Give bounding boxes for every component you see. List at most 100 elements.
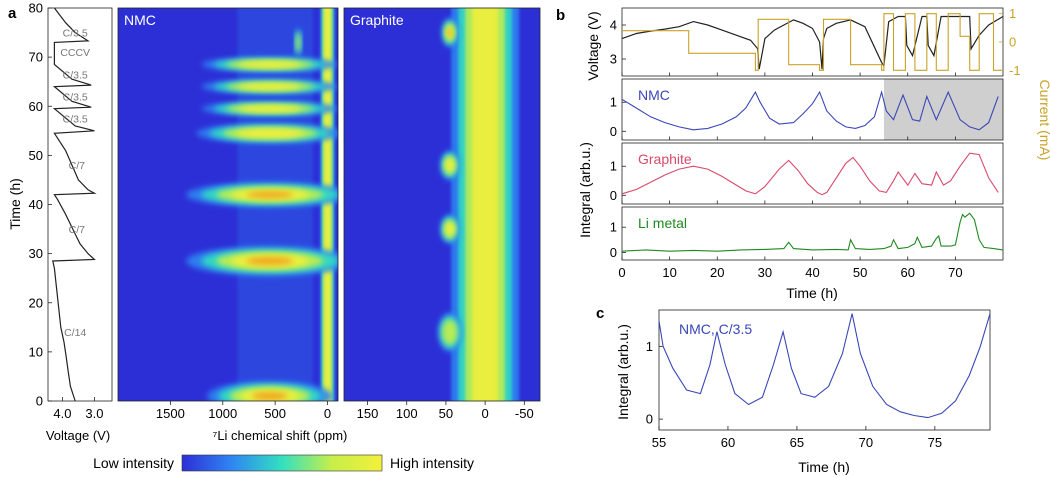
x-tick-label: 60 (901, 265, 915, 280)
y-tick-label: 20 (29, 295, 43, 310)
colorbar-gradient (181, 454, 383, 472)
y-tick-label: 60 (29, 99, 43, 114)
step-label: C/3.5 (63, 69, 88, 81)
voltage-axis-label: Voltage (V) (585, 11, 601, 80)
colorbar-low-label: Low intensity (93, 455, 174, 471)
x-tick-label: -50 (515, 406, 534, 421)
heatmap-blob (445, 222, 455, 236)
y-tick-label: 1 (610, 95, 617, 110)
x-tick-label: 500 (264, 406, 286, 421)
nmc-heatmap: 1500 1000 500 0 NMC (117, 7, 339, 421)
series-label: NMC (638, 87, 670, 103)
y-tick-label: 0 (36, 394, 43, 409)
heatmap-frame (117, 7, 339, 402)
x-tick-label: 1500 (156, 406, 185, 421)
x-tick-label: 0 (618, 265, 625, 280)
x-tick-label: 70 (948, 265, 962, 280)
x-tick-label: 20 (710, 265, 724, 280)
nmc-line (621, 89, 999, 131)
heatmap-blob (238, 105, 302, 113)
voltage-line (621, 15, 1004, 70)
current-line (622, 13, 1003, 71)
heatmap-blob (246, 191, 294, 199)
panel-label-b: b (556, 7, 565, 24)
heatmap-blob (236, 128, 304, 138)
y-tick-label: 30 (29, 246, 43, 261)
y-tick-label: 4 (610, 18, 617, 33)
heatmap-blob (296, 32, 301, 52)
x-axis-label: Time (h) (798, 459, 850, 475)
nmc-zoom-panel: 1 0 55 60 65 70 75 Time (h) Integral (arb.u.) NMC… (615, 309, 991, 475)
graphite-heatmap: 150 100 50 0 -50 Graphite (343, 7, 541, 421)
y-tick-label: 40 (29, 197, 43, 212)
heatmap-title: NMC (124, 12, 156, 28)
current-axis-label: Current (mA) (1037, 80, 1050, 161)
y-tick-label: 3 (610, 52, 617, 67)
graphite-line (621, 152, 999, 196)
heatmap-body (118, 8, 338, 401)
subplot-frame (621, 7, 1004, 77)
y-tick-label-right: 0 (1009, 35, 1016, 50)
step-label: C/7 (69, 224, 86, 236)
heatmap-blob (252, 391, 288, 401)
x-tick-label: 75 (928, 435, 942, 450)
li-metal-line (621, 212, 1004, 252)
y-tick-label: 70 (29, 50, 43, 65)
series-label: Li metal (638, 215, 687, 231)
heatmap-blob (238, 61, 302, 68)
step-label: CCCV (60, 47, 90, 59)
x-tick-label: 10 (662, 265, 676, 280)
y-tick-label: 1 (610, 159, 617, 174)
y-axis-label: Time (h) (7, 178, 23, 230)
x-tick-label: 1000 (208, 406, 237, 421)
colorbar-high-label: High intensity (390, 455, 474, 471)
heatmap-blob (246, 256, 294, 266)
y-tick-label: 1 (646, 339, 653, 354)
colorbar: Low intensity High intensity (93, 454, 474, 472)
step-label: C/14 (64, 327, 86, 339)
heatmap-blob (447, 28, 453, 37)
y-tick-label: 0 (646, 412, 653, 427)
y-axis-label: Integral (arb.u.) (615, 324, 631, 420)
series-label: Graphite (638, 151, 692, 167)
panel-label-a: a (8, 5, 17, 22)
x-tick-label: 55 (652, 435, 666, 450)
x-tick-label: 50 (439, 406, 453, 421)
y-axis-label: Integral (arb.u.) (577, 142, 593, 238)
y-tick-label: 0 (610, 245, 617, 260)
voltage-time-panel: 0 10 20 30 40 50 60 70 80 4.0 3.0 Time (h) Voltage (… (7, 1, 113, 443)
x-tick-label: 70 (859, 435, 873, 450)
y-tick-label: 1 (610, 220, 617, 235)
heatmap-blob (445, 158, 455, 172)
x-tick-label: 4.0 (53, 406, 71, 421)
y-tick-label: 50 (29, 148, 43, 163)
y-tick-label-right: -1 (1009, 63, 1021, 78)
chemical-shift-label: ⁷Li chemical shift (ppm) (213, 428, 348, 443)
x-tick-label: 60 (721, 435, 735, 450)
x-tick-label: 65 (790, 435, 804, 450)
highlight-region (883, 79, 1003, 140)
x-tick-label: 150 (357, 406, 379, 421)
step-label: C/3.5 (63, 114, 88, 126)
x-tick-label: 3.0 (85, 406, 103, 421)
x-tick-label: 100 (396, 406, 418, 421)
y-tick-label: 0 (610, 188, 617, 203)
voltage-line (52, 7, 97, 402)
heatmap-frame (343, 7, 541, 402)
heatmap-band (324, 8, 331, 401)
nmc-line (658, 313, 991, 419)
y-tick-label-right: 1 (1009, 6, 1016, 21)
x-tick-label: 50 (853, 265, 867, 280)
x-tick-label: 30 (758, 265, 772, 280)
step-label: C/3.5 (63, 91, 88, 103)
panel-label-c: c (596, 305, 604, 322)
step-label: C/3.5 (63, 28, 88, 40)
heatmap-band (472, 8, 498, 401)
x-tick-label: 0 (482, 406, 489, 421)
chart-title: NMC, C/3.5 (679, 321, 752, 337)
heatmap-blob (238, 83, 302, 90)
axes-frame (658, 309, 991, 431)
x-axis-label: Voltage (V) (46, 428, 110, 443)
